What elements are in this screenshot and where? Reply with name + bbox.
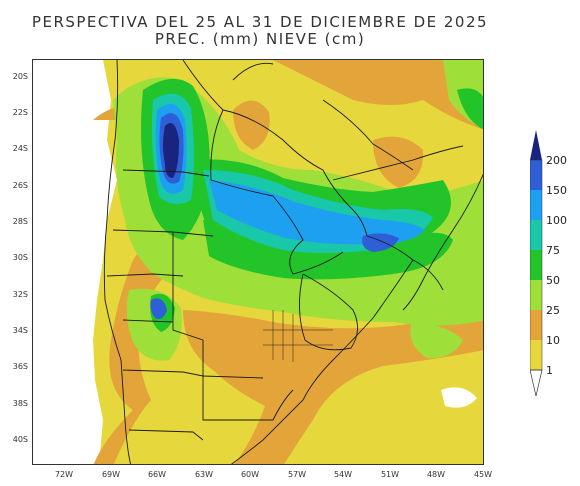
map-subtitle: PREC. (mm) NIEVE (cm) (154, 30, 366, 48)
map-title: PERSPECTIVA DEL 25 AL 31 DE DICIEMBRE DE… (31, 13, 489, 31)
legend-label: 1 (546, 364, 553, 377)
legend-swatch-75 (530, 220, 542, 250)
lon-tick: 60W (240, 470, 260, 479)
borders (103, 60, 483, 464)
precipitation-map (32, 59, 484, 465)
legend-swatch-below-1 (530, 369, 543, 397)
lat-tick: 22S (12, 108, 28, 117)
lat-tick: 20S (12, 72, 28, 81)
legend-swatch-50 (530, 250, 542, 280)
lon-tick: 51W (380, 470, 400, 479)
lon-tick: 45W (473, 470, 493, 479)
lat-tick: 38S (12, 399, 28, 408)
zone-10-25 (373, 136, 424, 188)
lat-tick: 28S (12, 217, 28, 226)
lon-tick: 57W (287, 470, 307, 479)
zone-none-small (441, 387, 477, 408)
legend-label: 150 (546, 184, 567, 197)
lat-tick: 32S (12, 290, 28, 299)
precipitation-field (33, 60, 483, 464)
lat-tick: 34S (12, 326, 28, 335)
lon-tick: 69W (101, 470, 121, 479)
legend-label: 200 (546, 154, 567, 167)
zone-10-25 (233, 100, 270, 150)
legend-swatch-25 (530, 280, 542, 310)
legend-label: 100 (546, 214, 567, 227)
lon-tick: 48W (426, 470, 446, 479)
lon-tick: 72W (54, 470, 74, 479)
zone-over-200 (163, 123, 179, 178)
lat-tick: 24S (12, 144, 28, 153)
legend-label: 25 (546, 304, 560, 317)
lon-tick: 63W (194, 470, 214, 479)
legend-swatch-over-200 (530, 130, 542, 160)
zone-none-west (33, 60, 117, 464)
lon-tick: 66W (147, 470, 167, 479)
legend-label: 50 (546, 274, 560, 287)
zone-10-25 (183, 310, 483, 464)
legend-swatch-150 (530, 160, 542, 190)
legend-colorbar (530, 130, 543, 397)
legend-label: 10 (546, 334, 560, 347)
legend-swatch-100 (530, 190, 542, 220)
legend-swatch-10 (530, 310, 542, 340)
legend-swatch-1 (530, 340, 542, 370)
color-legend: 200 150 100 75 50 25 10 1 (530, 130, 580, 400)
lon-tick: 54W (333, 470, 353, 479)
lat-tick: 30S (12, 253, 28, 262)
zone-25-50 (410, 323, 463, 359)
zone-100-150 (209, 180, 425, 245)
zone-150-200 (362, 233, 399, 252)
lat-tick: 26S (12, 181, 28, 190)
lat-tick: 36S (12, 362, 28, 371)
zone-10-25 (273, 60, 483, 130)
zone-50-75 (457, 88, 483, 130)
legend-label: 75 (546, 244, 560, 257)
lat-tick: 40S (12, 435, 28, 444)
zone-150-200 (150, 298, 167, 319)
